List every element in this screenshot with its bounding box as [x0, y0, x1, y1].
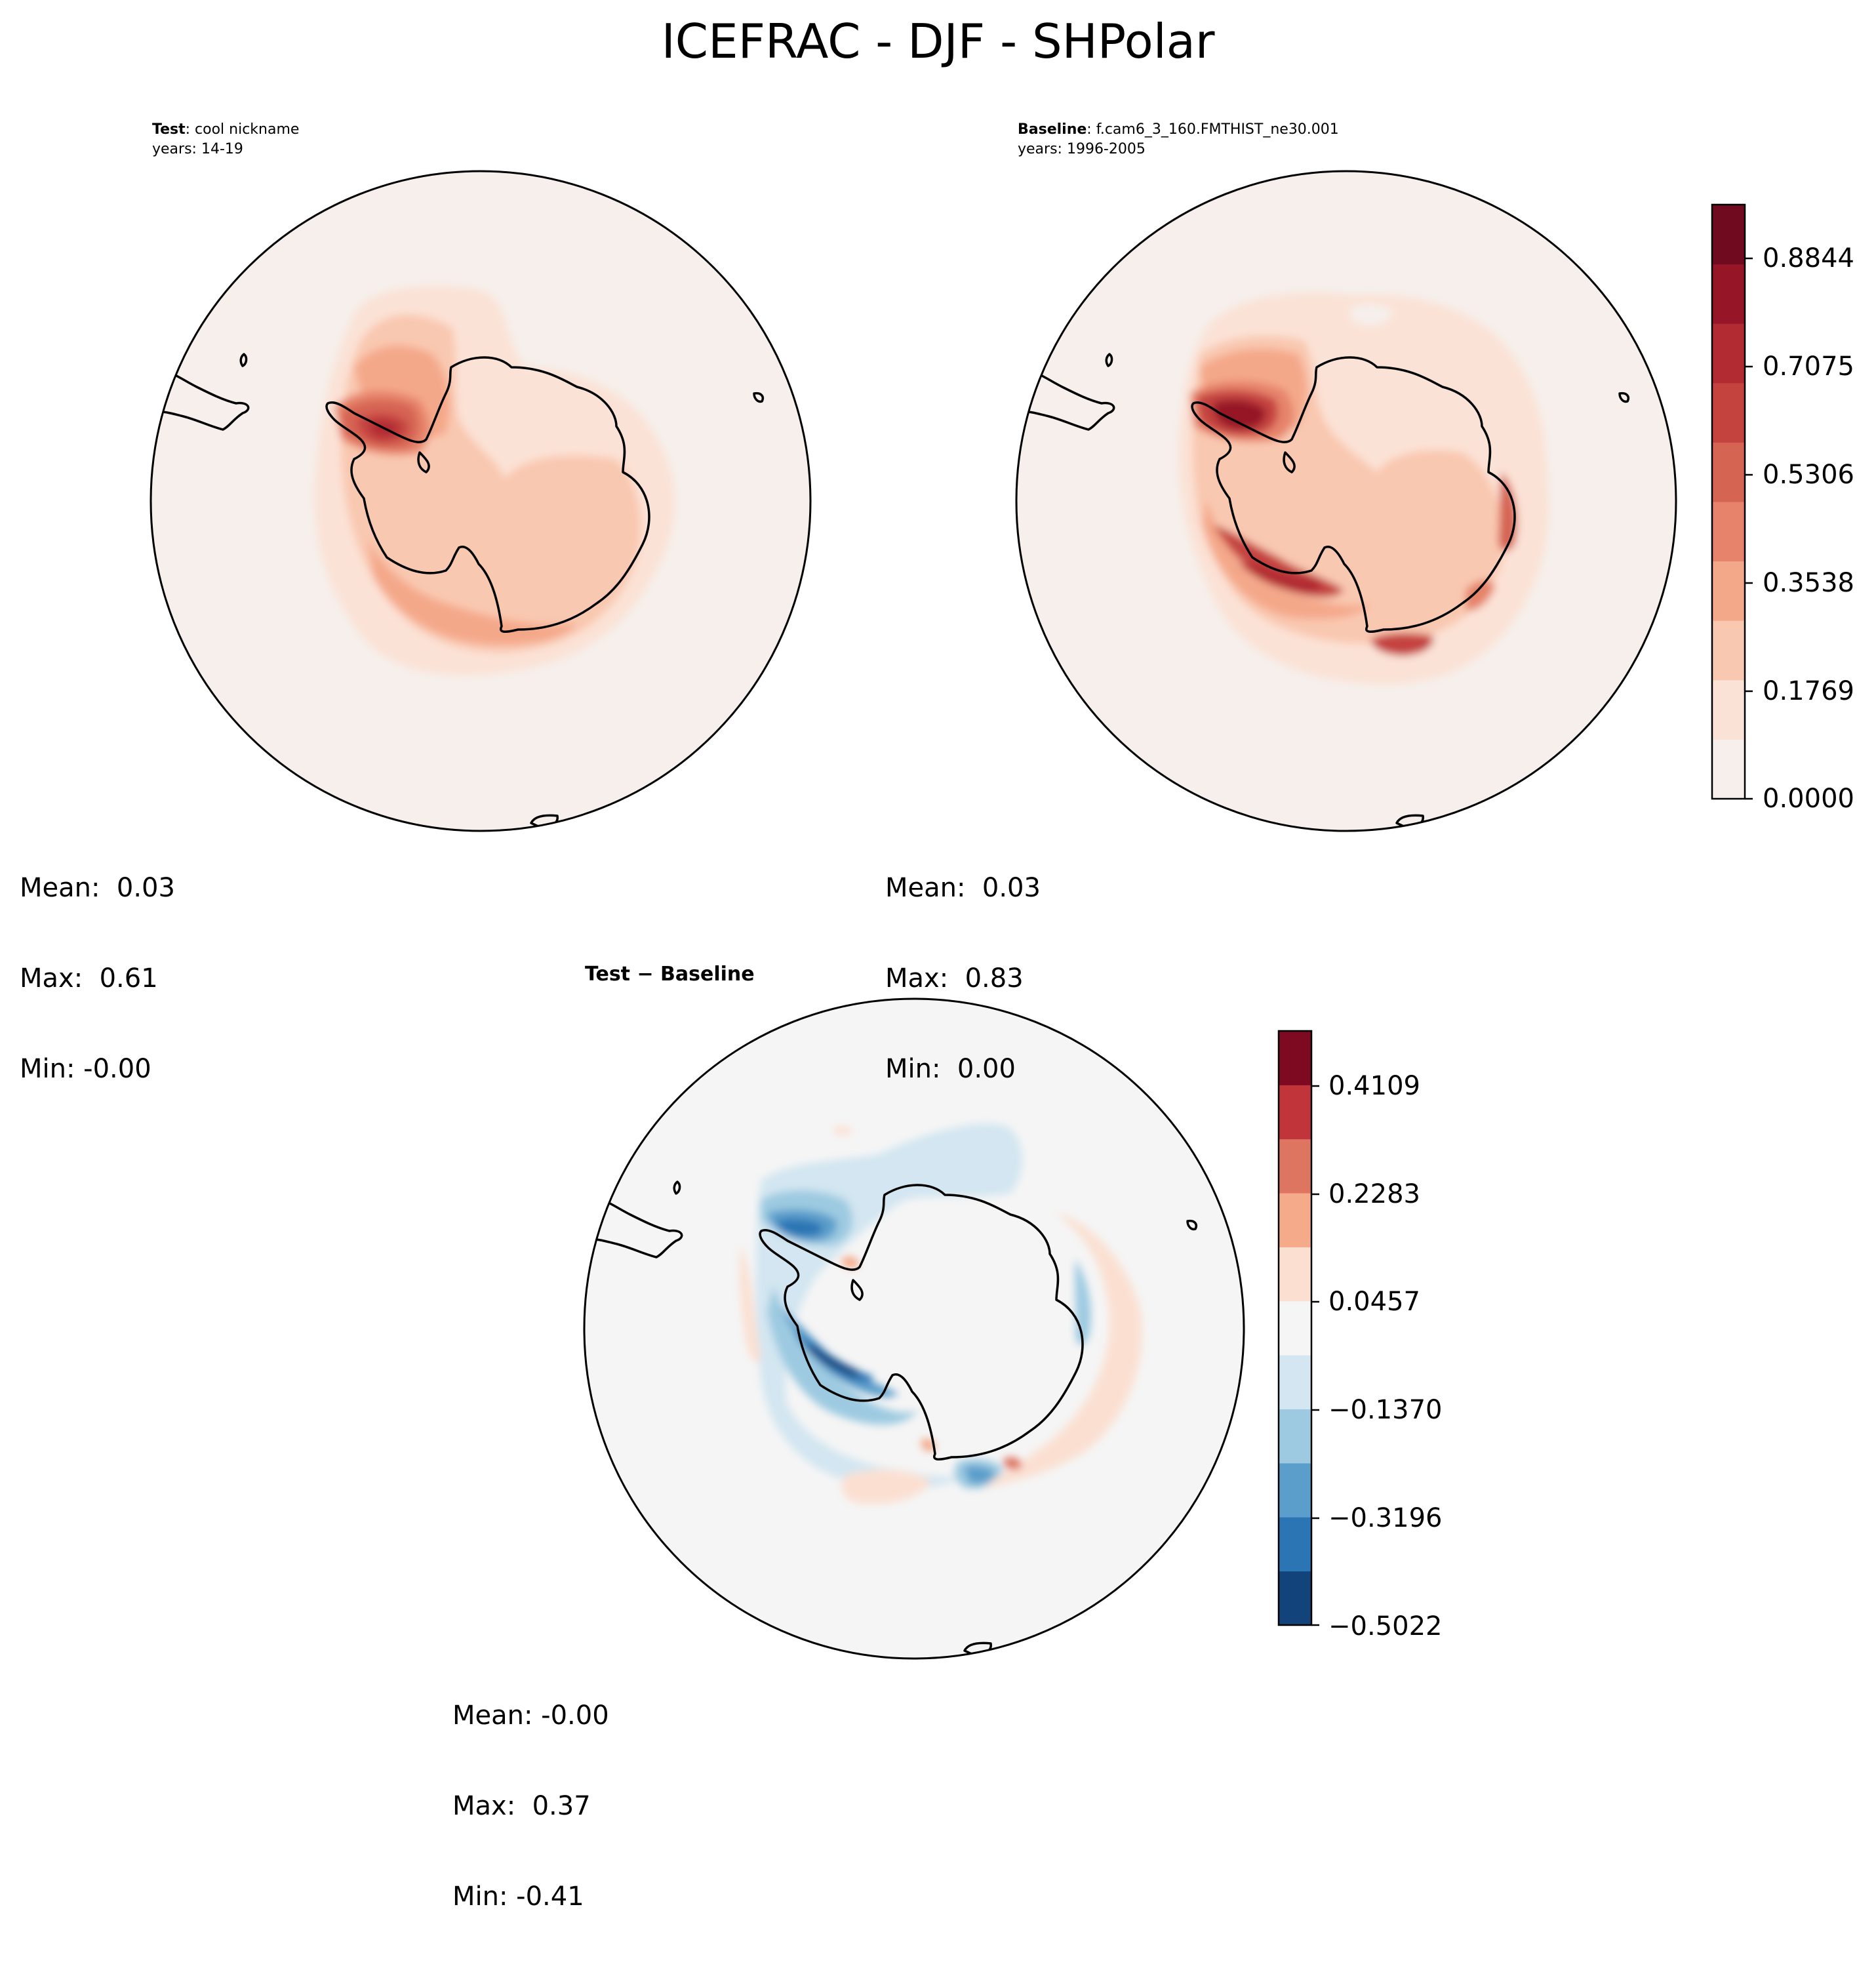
field-cbar-tick-label: 0.5306	[1763, 460, 1854, 490]
test-stat-max: Max: 0.61	[20, 963, 158, 994]
test-label-bold: Test	[152, 121, 186, 138]
field-cbar-segment	[1712, 323, 1745, 384]
difference-colorbar	[1277, 1030, 1319, 1626]
diff-cbar-segment	[1279, 1193, 1311, 1247]
diff-cbar-tick-label: 0.0457	[1328, 1287, 1420, 1317]
figure-title: ICEFRAC - DJF - SHPolar	[661, 14, 1215, 69]
test-map	[150, 170, 812, 832]
diff-cbar-segment	[1279, 1085, 1311, 1140]
diff-cbar-segment	[1279, 1355, 1311, 1410]
difference-stat-max: Max: 0.37	[452, 1791, 591, 1821]
field-cbar-tick-label: 0.3538	[1763, 568, 1854, 598]
baseline-label-bold: Baseline	[1018, 121, 1087, 138]
field-cbar-tick-label: 0.8844	[1763, 243, 1854, 273]
test-map-border	[150, 170, 812, 832]
baseline-panel-label: Baseline: f.cam6_3_160.FMTHIST_ne30.001	[1018, 122, 1339, 138]
difference-map	[583, 997, 1245, 1660]
field-cbar-segment	[1712, 502, 1745, 562]
maps-canvas	[150, 170, 1753, 1660]
field-cbar-border	[1711, 203, 1746, 800]
baseline-stats: Mean: 0.03 Max: 0.83 Min: 0.00	[885, 813, 1041, 1144]
diff-cbar-segment	[1279, 1409, 1311, 1464]
field-cbar-tick-label: 0.0000	[1763, 784, 1854, 814]
test-ice-field	[315, 286, 675, 675]
field-cbar-segment	[1712, 442, 1745, 502]
diff-cbar-segment	[1279, 1247, 1311, 1302]
test-label-rest: : cool nickname	[185, 121, 300, 138]
diff-cbar-border	[1277, 1030, 1313, 1626]
field-cbar-segment	[1712, 205, 1745, 265]
field-cbar-segment	[1712, 679, 1745, 740]
test-panel-label: Test: cool nickname	[152, 122, 299, 138]
test-stat-min: Min: -0.00	[20, 1054, 151, 1084]
baseline-stat-mean: Mean: 0.03	[885, 873, 1041, 903]
diff-cbar-segment	[1279, 1300, 1311, 1356]
diff-cbar-segment	[1279, 1571, 1311, 1626]
baseline-label-rest: : f.cam6_3_160.FMTHIST_ne30.001	[1087, 121, 1339, 138]
diff-cbar-tick-label: 0.2283	[1328, 1179, 1420, 1209]
diff-cbar-tick-label: 0.4109	[1328, 1071, 1420, 1101]
difference-stat-min: Min: -0.41	[452, 1881, 584, 1912]
field-cbar-segment	[1712, 382, 1745, 443]
field-cbar-tick-label: 0.1769	[1763, 676, 1854, 706]
diff-cbar-tick-label: −0.5022	[1328, 1611, 1443, 1641]
field-cbar-segment	[1712, 264, 1745, 324]
baseline-map	[1015, 170, 1677, 832]
field-cbar-segment	[1712, 620, 1745, 681]
test-coastline	[153, 353, 764, 829]
baseline-stat-max: Max: 0.83	[885, 963, 1024, 994]
field-colorbar	[1711, 203, 1753, 800]
baseline-years: years: 1996-2005	[1018, 141, 1146, 157]
diff-cbar-tick-label: −0.3196	[1328, 1503, 1443, 1533]
difference-stats: Mean: -0.00 Max: 0.37 Min: -0.41	[452, 1640, 609, 1972]
diff-cbar-segment	[1279, 1517, 1311, 1572]
difference-map-border	[583, 997, 1245, 1660]
baseline-map-border	[1015, 170, 1677, 832]
figure: ICEFRAC - DJF - SHPolar Test: cool nickn…	[20, 14, 1854, 1912]
difference-title: Test − Baseline	[585, 963, 755, 986]
baseline-stat-min: Min: 0.00	[885, 1054, 1016, 1084]
test-years: years: 14-19	[152, 141, 243, 157]
diff-cbar-segment	[1279, 1031, 1311, 1085]
baseline-ice-field	[1178, 292, 1549, 685]
field-cbar-segment	[1712, 739, 1745, 799]
diff-cbar-tick-label: −0.1370	[1328, 1395, 1443, 1425]
difference-field	[739, 1123, 1142, 1504]
difference-coastline	[587, 1180, 1197, 1657]
test-stats: Mean: 0.03 Max: 0.61 Min: -0.00	[20, 813, 175, 1144]
field-cbar-segment	[1712, 561, 1745, 621]
difference-map-ocean	[584, 999, 1244, 1659]
baseline-coastline	[1019, 353, 1629, 829]
diff-cbar-segment	[1279, 1462, 1311, 1518]
diff-cbar-segment	[1279, 1138, 1311, 1194]
difference-stat-mean: Mean: -0.00	[452, 1700, 609, 1731]
test-stat-mean: Mean: 0.03	[20, 873, 175, 903]
field-cbar-tick-label: 0.7075	[1763, 352, 1854, 382]
